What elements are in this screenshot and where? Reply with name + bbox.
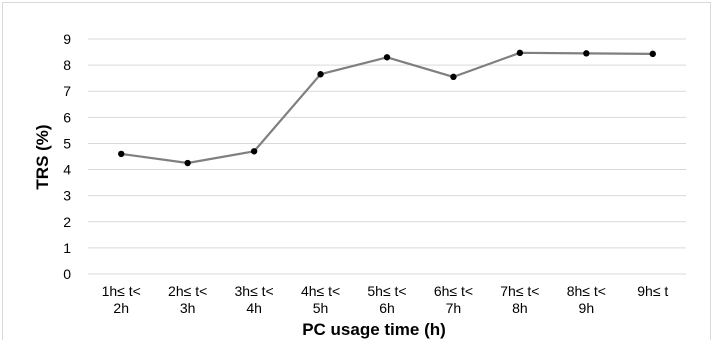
- data-point: [383, 54, 391, 61]
- data-point: [118, 150, 125, 158]
- x-tick-label-line: 3h≤ t<: [235, 283, 274, 299]
- y-tick-label: 8: [63, 57, 71, 73]
- y-tick-label: 5: [63, 135, 71, 151]
- data-point: [516, 49, 524, 57]
- y-tick-label: 9: [63, 31, 71, 47]
- x-tick-label: 3h≤ t< 4h: [235, 283, 274, 316]
- x-tick-label-line: 6h: [379, 300, 395, 316]
- x-tick-label: 1h≤ t< 2h: [102, 283, 141, 316]
- x-tick-label: 9h≤ t: [637, 283, 668, 299]
- x-tick-label-line: 5h≤ t<: [367, 283, 406, 299]
- x-tick-label-line: 7h: [446, 300, 462, 316]
- data-point: [317, 71, 324, 78]
- x-tick-label-line: 2h≤ t<: [168, 283, 207, 299]
- x-tick-label-line: 2h: [113, 300, 129, 316]
- x-tick-label-line: 9h: [579, 300, 595, 316]
- y-tick-labels: 0 1 2 3 4 5 6 7 8 9: [63, 31, 71, 282]
- x-tick-label: 5h≤ t< 6h: [367, 283, 406, 316]
- x-tick-label-line: 5h: [313, 300, 329, 316]
- x-tick-label-line: 1h≤ t<: [102, 283, 141, 299]
- data-point: [250, 148, 258, 155]
- y-tick-label: 1: [63, 240, 71, 256]
- x-tick-label-line: 4h: [246, 300, 262, 316]
- x-tick-label: 2h≤ t< 3h: [168, 283, 207, 316]
- x-tick-label: 4h≤ t< 5h: [301, 283, 340, 316]
- data-point: [184, 159, 191, 167]
- x-tick-label: 6h≤ t< 7h: [434, 283, 473, 316]
- y-tick-label: 4: [63, 162, 71, 178]
- series-line: [121, 51, 653, 165]
- data-point: [649, 50, 656, 58]
- x-tick-label-line: 8h: [512, 300, 528, 316]
- x-tick-label-line: 3h: [180, 300, 196, 316]
- y-axis-title: TRS (%): [33, 124, 52, 189]
- y-tick-label: 6: [63, 109, 71, 125]
- data-point: [450, 73, 457, 81]
- y-tick-label: 7: [63, 83, 71, 99]
- x-tick-label: 7h≤ t< 8h: [500, 283, 539, 316]
- series: [118, 49, 656, 167]
- x-tick-label: 8h≤ t< 9h: [567, 283, 606, 316]
- y-tick-label: 0: [63, 266, 71, 282]
- x-tick-label-line: 4h≤ t<: [301, 283, 340, 299]
- x-tick-label-line: 8h≤ t<: [567, 283, 606, 299]
- y-tick-label: 3: [63, 188, 71, 204]
- x-tick-label-line: 7h≤ t<: [500, 283, 539, 299]
- data-point: [583, 50, 590, 57]
- x-axis-title: PC usage time (h): [302, 320, 446, 339]
- y-tick-label: 2: [63, 214, 71, 230]
- x-tick-label-line: 6h≤ t<: [434, 283, 473, 299]
- x-tick-label-line: 9h≤ t: [637, 283, 668, 299]
- gridlines: [88, 38, 686, 275]
